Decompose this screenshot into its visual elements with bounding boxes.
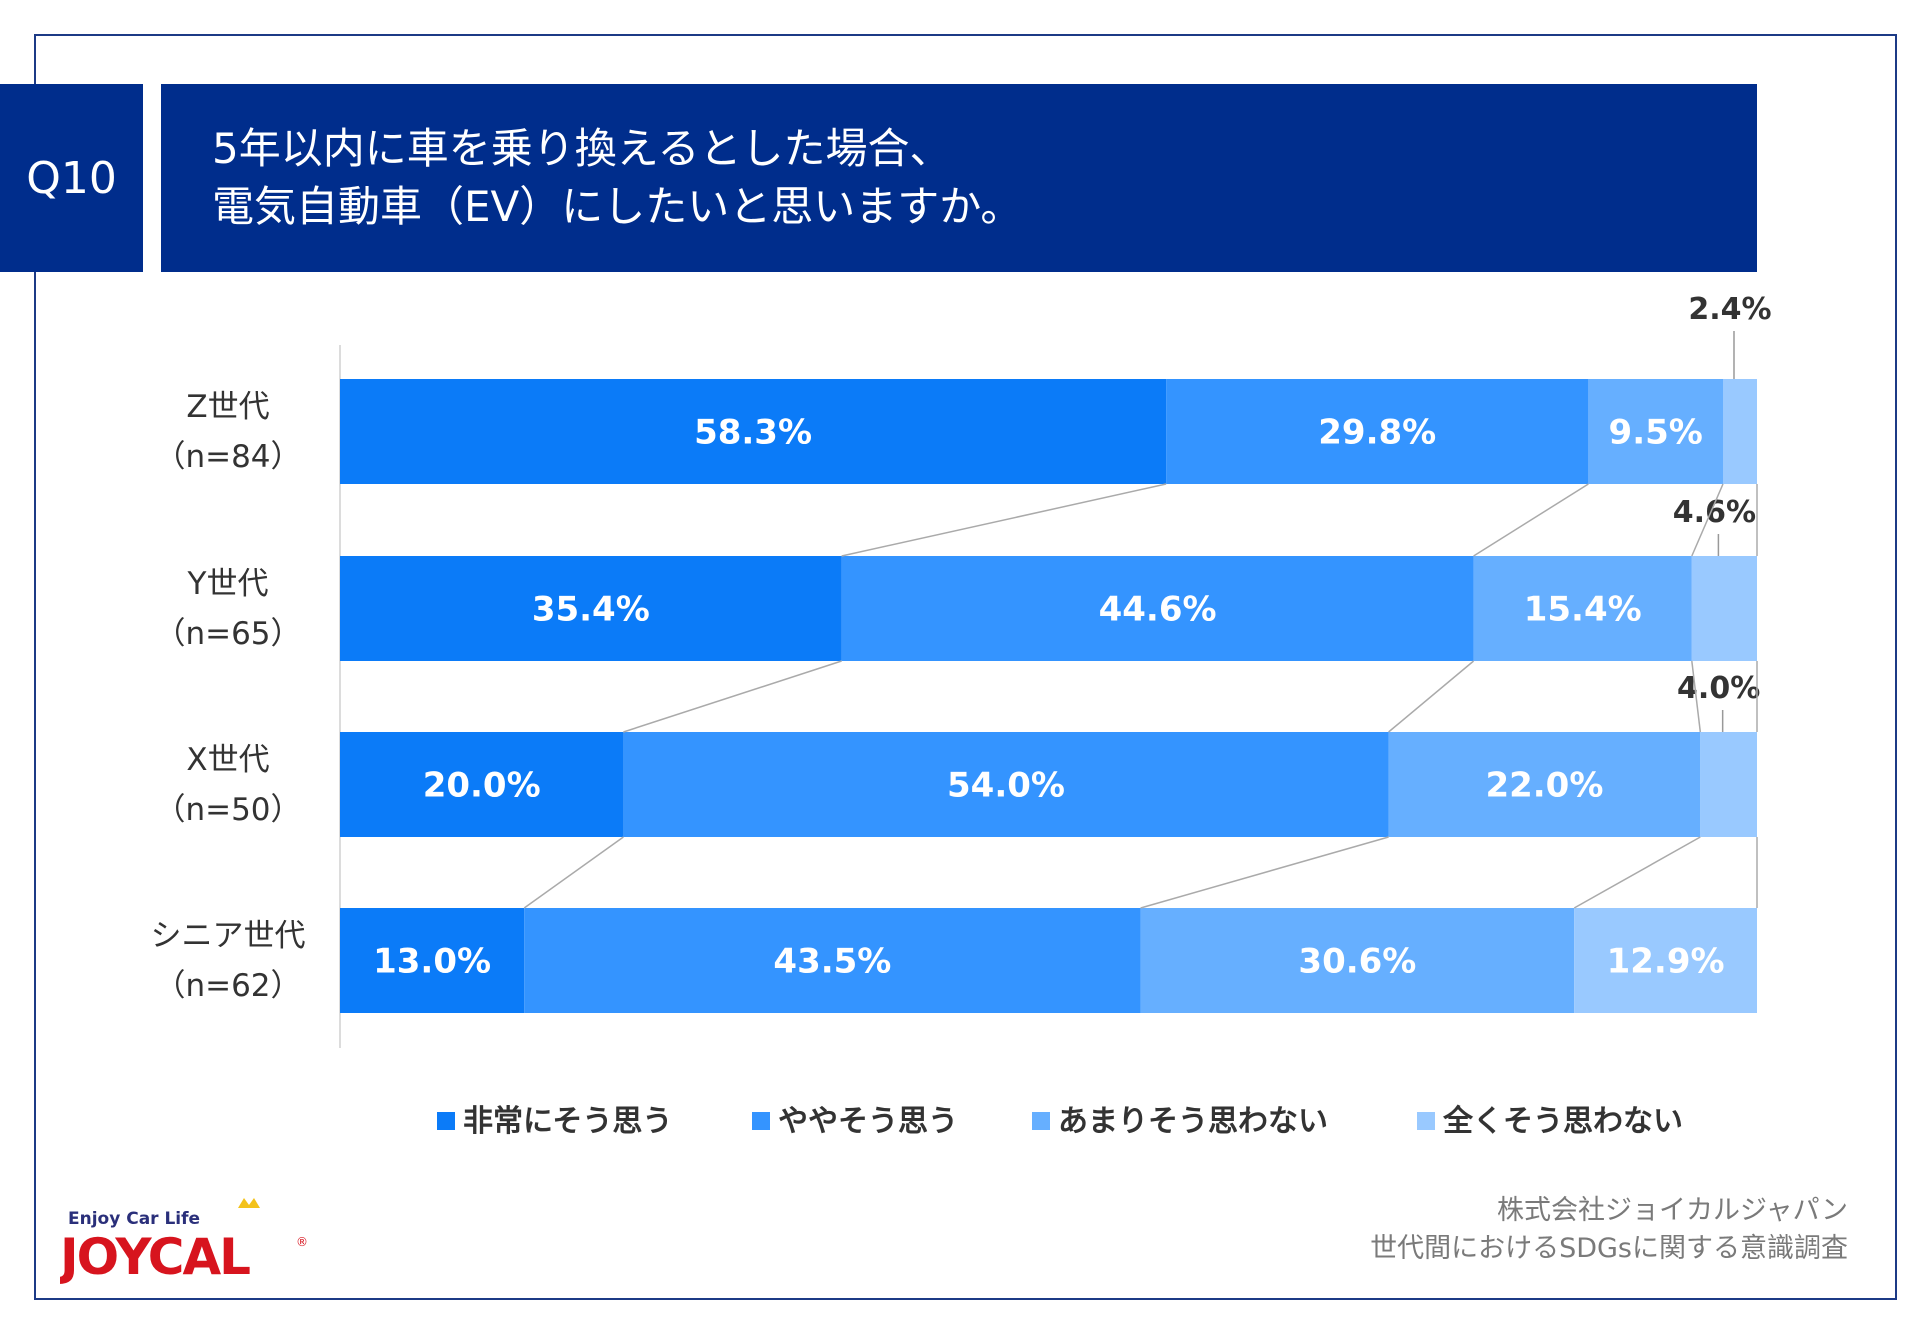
connector-line xyxy=(1691,660,1702,733)
footer-credit: 株式会社ジョイカルジャパン 世代間におけるSDGsに関する意識調査 xyxy=(1370,1192,1848,1268)
data-label: 15.4% xyxy=(1524,590,1642,630)
data-label: 20.0% xyxy=(423,766,541,806)
connector-line xyxy=(1140,836,1389,909)
bar-segment xyxy=(340,379,1167,484)
bar-segment xyxy=(623,732,1389,837)
category-label: X世代 xyxy=(186,742,269,778)
data-label: 58.3% xyxy=(694,413,812,453)
title-line-1: 5年以内に車を乗り換えるとした場合、 xyxy=(212,124,952,173)
bar-segment xyxy=(340,732,624,837)
data-label-outside: 4.6% xyxy=(1673,495,1756,530)
joycal-logo: Enjoy Car Life JOYCAL ® xyxy=(57,1196,310,1290)
legend-label: 全くそう思わない xyxy=(1442,1104,1683,1139)
title-line-2: 電気自動車（EV）にしたいと思いますか。 xyxy=(212,182,1023,231)
bar-segment xyxy=(1388,732,1701,837)
category-label: シニア世代 xyxy=(151,918,306,954)
bar-segment xyxy=(1722,379,1757,484)
category-n-label: （n=65） xyxy=(154,616,301,652)
connector-line xyxy=(623,660,842,733)
connector-line xyxy=(841,483,1167,557)
question-number: Q10 xyxy=(0,84,143,272)
bar-segment xyxy=(340,556,842,661)
bar-segment xyxy=(1166,379,1589,484)
svg-text:Enjoy Car Life: Enjoy Car Life xyxy=(68,1209,200,1229)
bar-segment xyxy=(1588,379,1723,484)
legend-swatch xyxy=(752,1112,770,1130)
company-name: 株式会社ジョイカルジャパン xyxy=(1497,1195,1848,1226)
legend-label: ややそう思う xyxy=(778,1104,958,1139)
bar-segment xyxy=(841,556,1474,661)
connector-line xyxy=(1473,483,1589,557)
data-label: 13.0% xyxy=(373,942,491,982)
legend-swatch xyxy=(1417,1112,1435,1130)
connector-line xyxy=(1573,836,1701,909)
bar-segment xyxy=(524,908,1141,1013)
data-label: 44.6% xyxy=(1099,590,1217,630)
data-label-outside: 4.0% xyxy=(1677,671,1760,706)
connector-line xyxy=(1691,483,1724,557)
category-label: Z世代 xyxy=(186,389,269,425)
category-n-label: （n=84） xyxy=(154,439,301,475)
data-label: 54.0% xyxy=(947,766,1065,806)
bar-segment xyxy=(1700,732,1757,837)
data-label: 22.0% xyxy=(1485,766,1603,806)
question-title: 5年以内に車を乗り換えるとした場合、 電気自動車（EV）にしたいと思いますか。 xyxy=(161,84,1757,272)
data-label-outside: 2.4% xyxy=(1688,292,1771,327)
legend-swatch xyxy=(1032,1112,1050,1130)
legend-swatch xyxy=(437,1112,455,1130)
connector-line xyxy=(523,836,624,909)
data-label: 35.4% xyxy=(532,590,650,630)
bar-segment xyxy=(1473,556,1692,661)
slide-frame xyxy=(34,34,1897,1300)
bar-segment xyxy=(1574,908,1757,1013)
bar-segment xyxy=(1140,908,1575,1013)
legend-label: あまりそう思わない xyxy=(1058,1104,1328,1139)
data-label: 30.6% xyxy=(1298,942,1416,982)
data-label: 12.9% xyxy=(1607,942,1725,982)
survey-name: 世代間におけるSDGsに関する意識調査 xyxy=(1370,1233,1848,1264)
legend-label: 非常にそう思う xyxy=(463,1104,672,1139)
bar-segment xyxy=(1691,556,1757,661)
svg-text:®: ® xyxy=(296,1235,308,1249)
svg-text:JOYCAL: JOYCAL xyxy=(60,1228,250,1286)
data-label: 29.8% xyxy=(1318,413,1436,453)
category-n-label: （n=50） xyxy=(154,792,301,828)
data-label: 9.5% xyxy=(1609,413,1703,453)
connector-line xyxy=(1388,660,1475,733)
category-n-label: （n=62） xyxy=(154,968,301,1004)
category-label: Y世代 xyxy=(187,566,269,602)
bar-segment xyxy=(340,908,525,1013)
data-label: 43.5% xyxy=(773,942,891,982)
